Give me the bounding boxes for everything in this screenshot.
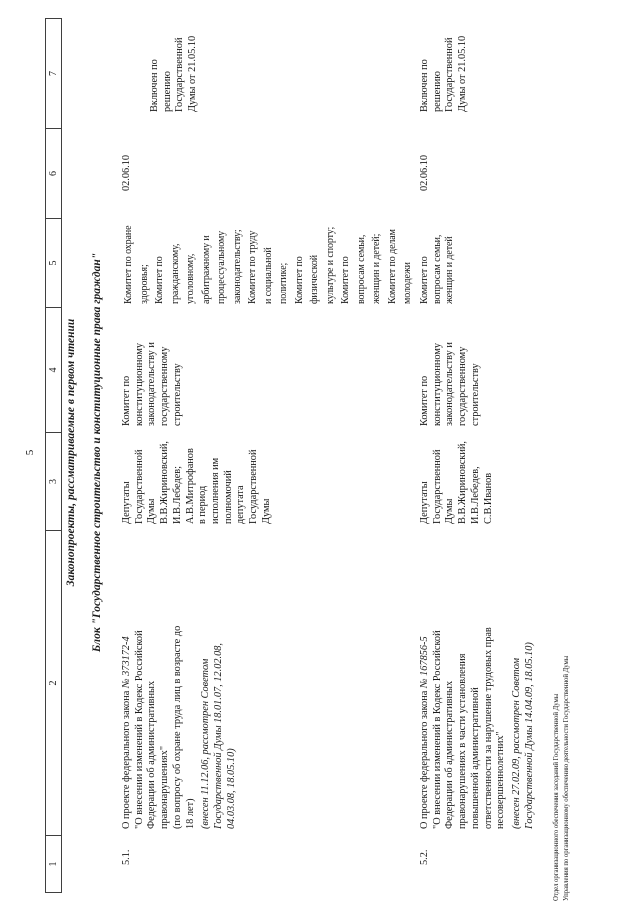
responsible-committee-cell: Комитет по конституционному законодатель… [419,342,481,426]
page-number: 5 [24,449,36,456]
table-header-cell-1: 1 [45,835,62,893]
bill-submitted-note: (внесен 11.12.06, рассмотрен Советом Гос… [200,643,237,829]
co-committees-cell: Комитет по охране здоровья; Комитет по г… [123,225,413,304]
bill-intro: О проекте федерального закона [419,688,430,829]
table-header-cell-6: 6 [45,128,62,218]
table-header-cell-5: 5 [45,218,62,307]
initiators-cell: Депутаты Государственной Думы В.В.Жирино… [121,441,272,524]
row-number: 5.1. [121,849,132,865]
bill-first-line: О проекте федерального закона № 167856-5 [419,534,432,829]
decision-cell: Включен по решению Государственной Думы … [149,35,199,112]
table-header-cell-3: 3 [45,432,62,530]
table-header-cell-2: 2 [45,530,62,835]
responsible-committee-cell: Комитет по конституционному законодатель… [121,342,183,426]
table-row-5-1: 5.1. О проекте федерального закона № 373… [121,18,416,893]
bill-intro: О проекте федерального закона [121,688,132,829]
footer-line-2: Управления по организационному обеспечен… [563,655,570,901]
decision-cell: Включен по решению Государственной Думы … [419,35,469,112]
table-header-cell-4: 4 [45,307,62,432]
bill-description-cell: О проекте федерального закона № 167856-5… [419,530,536,835]
bill-title: "О внесении изменений в Кодекс Российско… [133,625,196,829]
table-header-cell-7: 7 [45,18,62,128]
table-header-row: 1 2 3 4 5 6 7 [45,18,62,893]
date-cell: 02.06.10 [121,154,132,192]
block-title: Блок "Государственное строительство и ко… [91,252,103,653]
bill-title: "О внесении изменений в Кодекс Российско… [431,627,507,829]
footer: Отдел организационного обеспечения засед… [552,656,572,901]
bill-description-cell: О проекте федерального закона № 373172-4… [121,530,238,835]
footer-line-1: Отдел организационного обеспечения засед… [553,693,560,901]
row-number: 5.2. [419,849,430,865]
date-cell: 02.06.10 [419,154,430,192]
section-title: Законопроекты, рассматриваемые в первом … [65,318,77,587]
table-row-5-2: 5.2. О проекте федерального закона № 167… [419,18,536,893]
initiators-cell: Депутаты Государственной Думы В.В.Жирино… [419,441,494,524]
bill-number: № 167856-5 [419,636,430,689]
bill-first-line: О проекте федерального закона № 373172-4 [121,534,134,829]
bill-submitted-note: (внесен 27.02.09, рассмотрен Советом Гос… [510,642,535,829]
bill-number: № 373172-4 [121,636,132,689]
co-committees-cell: Комитет по вопросам семьи, женщин и дете… [419,234,456,304]
